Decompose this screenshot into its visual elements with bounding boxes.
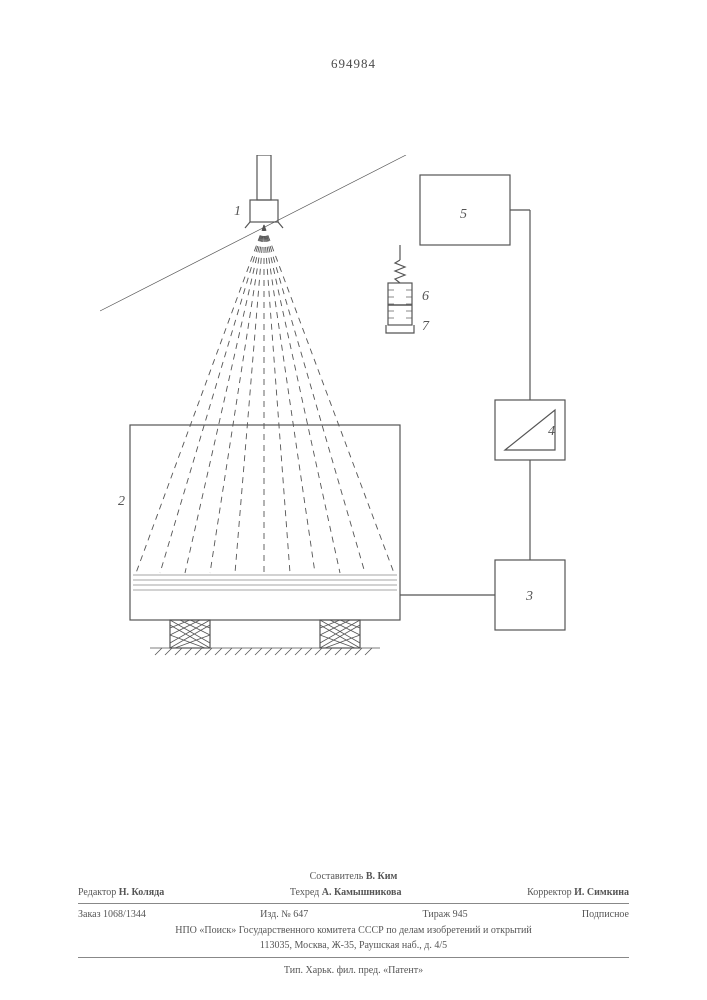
technical-diagram: 1 2 3 4 5 6 7 [100,155,570,685]
label-2: 2 [118,494,125,509]
order-no: Заказ 1068/1344 [78,908,146,922]
compiler-name: В. Ким [366,871,398,882]
izd-no: Изд. № 647 [260,908,308,922]
printer-line: Тип. Харьк. фил. пред. «Патент» [78,964,629,978]
divider-2 [78,957,629,958]
pub-row: Заказ 1068/1344 Изд. № 647 Тираж 945 Под… [78,908,629,922]
document-number: 694984 [0,56,707,72]
credits-row: Редактор Н. Коляда Техред А. Камышникова… [78,886,629,900]
corrector: Корректор И. Симкина [527,886,629,900]
label-1: 1 [234,204,241,219]
footer-block: Составитель В. Ким Редактор Н. Коляда Те… [78,870,629,977]
compiler-label: Составитель [310,871,364,882]
org-line: НПО «Поиск» Государственного комитета СС… [78,924,629,938]
label-7: 7 [422,319,430,334]
podpisnoe: Подписное [582,908,629,922]
page: 694984 [0,0,707,1000]
techred: Техред А. Камышникова [290,886,402,900]
editor: Редактор Н. Коляда [78,886,164,900]
divider-1 [78,903,629,904]
label-5: 5 [460,207,467,222]
label-6: 6 [422,289,429,304]
tirazh: Тираж 945 [423,908,468,922]
label-4: 4 [548,424,555,439]
label-3: 3 [525,589,533,604]
compiler-line: Составитель В. Ким [78,870,629,884]
address-line: 113035, Москва, Ж-35, Раушская наб., д. … [78,939,629,953]
